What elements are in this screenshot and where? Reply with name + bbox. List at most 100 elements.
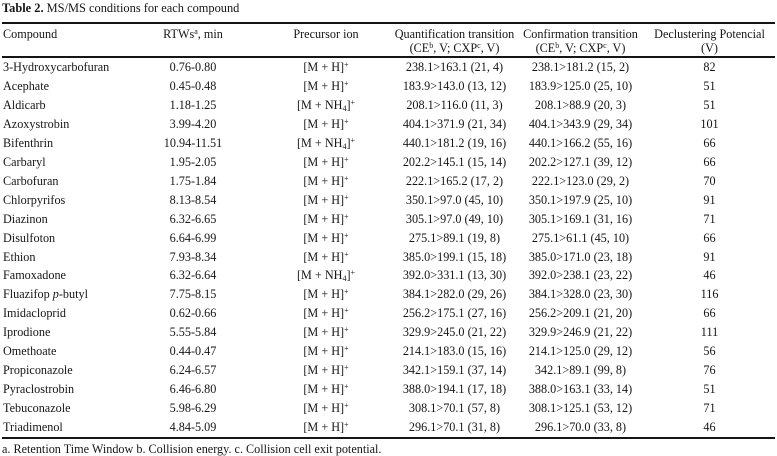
cell-precursor: [M + NH4]+ bbox=[296, 268, 356, 284]
cell-rtw: 1.75-1.84 bbox=[169, 173, 217, 188]
cell-precursor: [M + H]+ bbox=[303, 287, 349, 302]
cell-rtw: 1.95-2.05 bbox=[169, 154, 217, 169]
cell-declustering: 91 bbox=[703, 249, 716, 264]
cell-quantification: 256.2>175.1 (27, 16) bbox=[402, 306, 507, 321]
column-header-confirmation: Confirmation transition (CEb, V; CXPc, V) bbox=[523, 27, 638, 55]
cell-declustering: 66 bbox=[703, 230, 716, 245]
cell-quantification: 308.1>70.1 (57, 8) bbox=[408, 401, 501, 416]
cell-rtw: 7.75-8.15 bbox=[169, 287, 217, 302]
cell-rtw: 1.18-1.25 bbox=[169, 97, 217, 112]
cell-rtw: 8.13-8.54 bbox=[169, 192, 217, 207]
table-row: Diazinon 6.32-6.65 [M + H]+ 305.1>97.0 (49,… bbox=[2, 210, 775, 229]
cell-precursor: [M + H]+ bbox=[303, 382, 349, 397]
cell-compound: Triadimenol bbox=[3, 420, 63, 435]
cell-quantification: 392.0>331.1 (13, 30) bbox=[402, 268, 507, 283]
cell-precursor: [M + H]+ bbox=[303, 401, 349, 416]
cell-declustering: 51 bbox=[703, 78, 716, 93]
cell-declustering: 71 bbox=[703, 401, 716, 416]
table-row: Iprodione 5.55-5.84 [M + H]+ 329.9>245.0 (2… bbox=[2, 323, 775, 342]
table-body: 3-Hydroxycarbofuran 0.76-0.80 [M + H]+ 238.… bbox=[2, 57, 775, 438]
table-row: Acephate 0.45-0.48 [M + H]+ 183.9>143.0 (13… bbox=[2, 77, 775, 96]
cell-quantification: 404.1>371.9 (21, 34) bbox=[402, 116, 507, 131]
cell-quantification: 214.1>183.0 (15, 16) bbox=[402, 344, 507, 359]
table-row: Triadimenol 4.84-5.09 [M + H]+ 296.1>70.1 (… bbox=[2, 418, 775, 438]
msms-conditions-table: Compound RTWsa, min Precursor ion Quantific… bbox=[2, 22, 775, 440]
cell-precursor: [M + H]+ bbox=[303, 420, 349, 435]
cell-confirmation: 238.1>181.2 (15, 2) bbox=[531, 60, 630, 74]
cell-confirmation: 392.0>238.1 (23, 22) bbox=[528, 268, 633, 283]
cell-declustering: 46 bbox=[703, 268, 716, 283]
column-header-precursor: Precursor ion bbox=[293, 27, 359, 41]
cell-confirmation: 275.1>61.1 (45, 10) bbox=[531, 230, 630, 245]
cell-quantification: 222.1>165.2 (17, 2) bbox=[405, 173, 504, 188]
cell-declustering: 70 bbox=[703, 173, 716, 188]
cell-precursor: [M + H]+ bbox=[303, 211, 349, 226]
table-caption-text: MS/MS conditions for each compound bbox=[46, 1, 240, 15]
cell-confirmation: 305.1>169.1 (31, 16) bbox=[528, 211, 633, 226]
table-caption: Table 2. MS/MS conditions for each compo… bbox=[2, 1, 239, 16]
cell-quantification: 275.1>89.1 (19, 8) bbox=[408, 230, 501, 245]
cell-quantification: 305.1>97.0 (49, 10) bbox=[405, 211, 504, 226]
cell-precursor: [M + H]+ bbox=[303, 192, 349, 207]
cell-rtw: 0.45-0.48 bbox=[169, 78, 217, 93]
cell-quantification: 388.0>194.1 (17, 18) bbox=[402, 382, 507, 397]
cell-precursor: [M + H]+ bbox=[303, 344, 349, 359]
cell-quantification: 208.1>116.0 (11, 3) bbox=[406, 97, 503, 112]
cell-rtw: 10.94-11.51 bbox=[163, 135, 223, 150]
cell-quantification: 329.9>245.0 (21, 22) bbox=[402, 325, 507, 340]
table-row: Carbaryl 1.95-2.05 [M + H]+ 202.2>145.1 (15… bbox=[2, 153, 775, 172]
cell-quantification: 385.0>199.1 (15, 18) bbox=[402, 249, 507, 264]
cell-confirmation: 388.0>163.1 (33, 14) bbox=[528, 382, 633, 397]
table-row: Azoxystrobin 3.99-4.20 [M + H]+ 404.1>371.9… bbox=[2, 115, 775, 134]
cell-rtw: 5.98-6.29 bbox=[169, 401, 217, 416]
cell-confirmation: 202.2>127.1 (39, 12) bbox=[528, 154, 633, 169]
cell-declustering: 76 bbox=[703, 363, 716, 378]
table-row: Omethoate 0.44-0.47 [M + H]+ 214.1>183.0 (1… bbox=[2, 342, 775, 361]
cell-quantification: 238.1>163.1 (21, 4) bbox=[405, 60, 504, 74]
cell-quantification: 296.1>70.1 (31, 8) bbox=[408, 420, 501, 435]
table-row: Chlorpyrifos 8.13-8.54 [M + H]+ 350.1>97.0 … bbox=[2, 191, 775, 210]
cell-declustering: 56 bbox=[703, 344, 716, 359]
cell-confirmation: 222.1>123.0 (29, 2) bbox=[531, 173, 630, 188]
cell-confirmation: 214.1>125.0 (29, 12) bbox=[528, 344, 633, 359]
cell-declustering: 116 bbox=[700, 287, 719, 302]
cell-confirmation: 385.0>171.0 (23, 18) bbox=[528, 249, 633, 264]
cell-compound: Ethion bbox=[3, 249, 36, 264]
cell-compound: Acephate bbox=[3, 78, 50, 93]
table-row: Bifenthrin 10.94-11.51 [M + NH4]+ 440.1>181… bbox=[2, 134, 775, 153]
cell-confirmation: 329.9>246.9 (21, 22) bbox=[528, 325, 633, 340]
column-header-rtw: RTWsa, min bbox=[163, 27, 223, 41]
cell-confirmation: 404.1>343.9 (29, 34) bbox=[528, 116, 633, 131]
cell-declustering: 82 bbox=[703, 60, 716, 74]
table-row: Disulfoton 6.64-6.99 [M + H]+ 275.1>89.1 (1… bbox=[2, 229, 775, 248]
cell-confirmation: 208.1>88.9 (20, 3) bbox=[534, 97, 627, 112]
cell-compound: Famoxadone bbox=[3, 268, 66, 283]
cell-confirmation: 350.1>197.9 (25, 10) bbox=[528, 192, 633, 207]
table-row: Ethion 7.93-8.34 [M + H]+ 385.0>199.1 (15, … bbox=[2, 248, 775, 267]
cell-quantification: 342.1>159.1 (37, 14) bbox=[402, 363, 507, 378]
cell-compound: Pyraclostrobin bbox=[3, 382, 75, 397]
table-row: Pyraclostrobin 6.46-6.80 [M + H]+ 388.0>194… bbox=[2, 380, 775, 399]
cell-compound: Carbofuran bbox=[3, 173, 59, 188]
column-header-declustering: Declustering Potencial (V) bbox=[654, 27, 765, 55]
cell-quantification: 440.1>181.2 (19, 16) bbox=[402, 135, 507, 150]
table-footnote: a. Retention Time Window b. Collision en… bbox=[2, 441, 382, 456]
cell-rtw: 6.24-6.57 bbox=[169, 363, 217, 378]
cell-compound: Diazinon bbox=[3, 211, 48, 226]
cell-compound: Fluazifop p-butyl bbox=[3, 287, 88, 302]
cell-quantification: 384.1>282.0 (29, 26) bbox=[402, 287, 507, 302]
table-row: Aldicarb 1.18-1.25 [M + NH4]+ 208.1>116.0 (… bbox=[2, 96, 775, 115]
cell-declustering: 66 bbox=[703, 135, 716, 150]
table-row: Carbofuran 1.75-1.84 [M + H]+ 222.1>165.2 (… bbox=[2, 172, 775, 191]
table-caption-label: Table 2. bbox=[2, 1, 44, 15]
cell-precursor: [M + NH4]+ bbox=[296, 135, 356, 151]
cell-compound: Azoxystrobin bbox=[3, 116, 70, 131]
cell-compound: Propiconazole bbox=[3, 363, 73, 378]
column-header-quantification: Quantification transition (CEb, V; CXPc, … bbox=[394, 27, 515, 55]
table-row: Imidacloprid 0.62-0.66 [M + H]+ 256.2>175.1… bbox=[2, 304, 775, 323]
cell-confirmation: 256.2>209.1 (21, 20) bbox=[528, 306, 633, 321]
cell-declustering: 66 bbox=[703, 306, 716, 321]
cell-quantification: 183.9>143.0 (13, 12) bbox=[402, 78, 507, 93]
cell-confirmation: 384.1>328.0 (23, 30) bbox=[528, 287, 633, 302]
cell-rtw: 4.84-5.09 bbox=[169, 420, 217, 435]
